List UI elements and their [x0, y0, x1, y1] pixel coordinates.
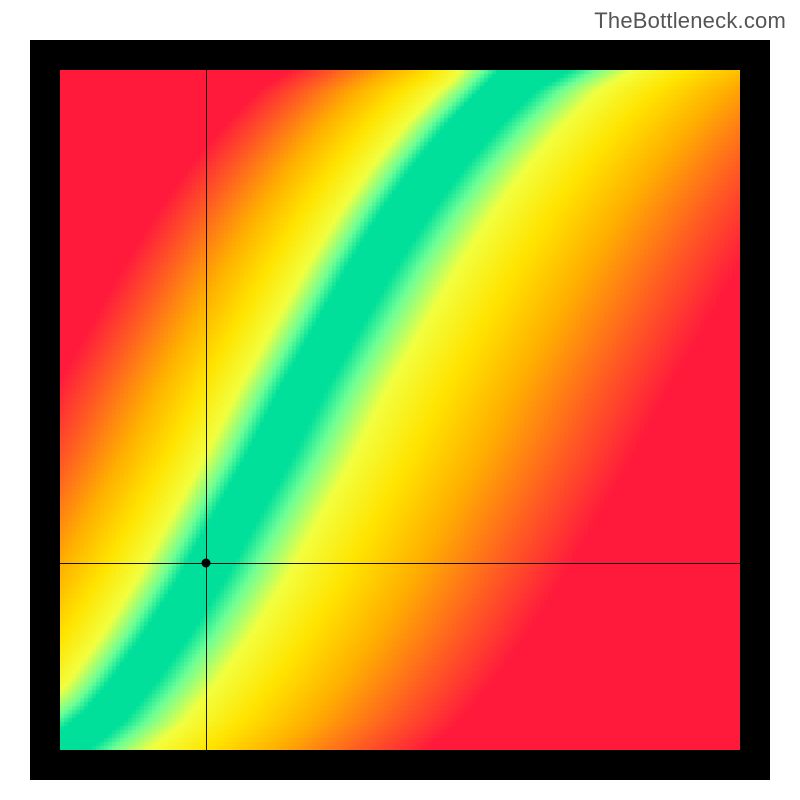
page-container: TheBottleneck.com — [0, 0, 800, 800]
marker-dot — [202, 559, 211, 568]
heatmap-canvas — [60, 70, 740, 750]
chart-area — [60, 70, 740, 750]
crosshair-vertical — [206, 70, 207, 750]
watermark-text: TheBottleneck.com — [594, 8, 786, 34]
crosshair-horizontal — [60, 563, 740, 564]
chart-frame — [30, 40, 770, 780]
